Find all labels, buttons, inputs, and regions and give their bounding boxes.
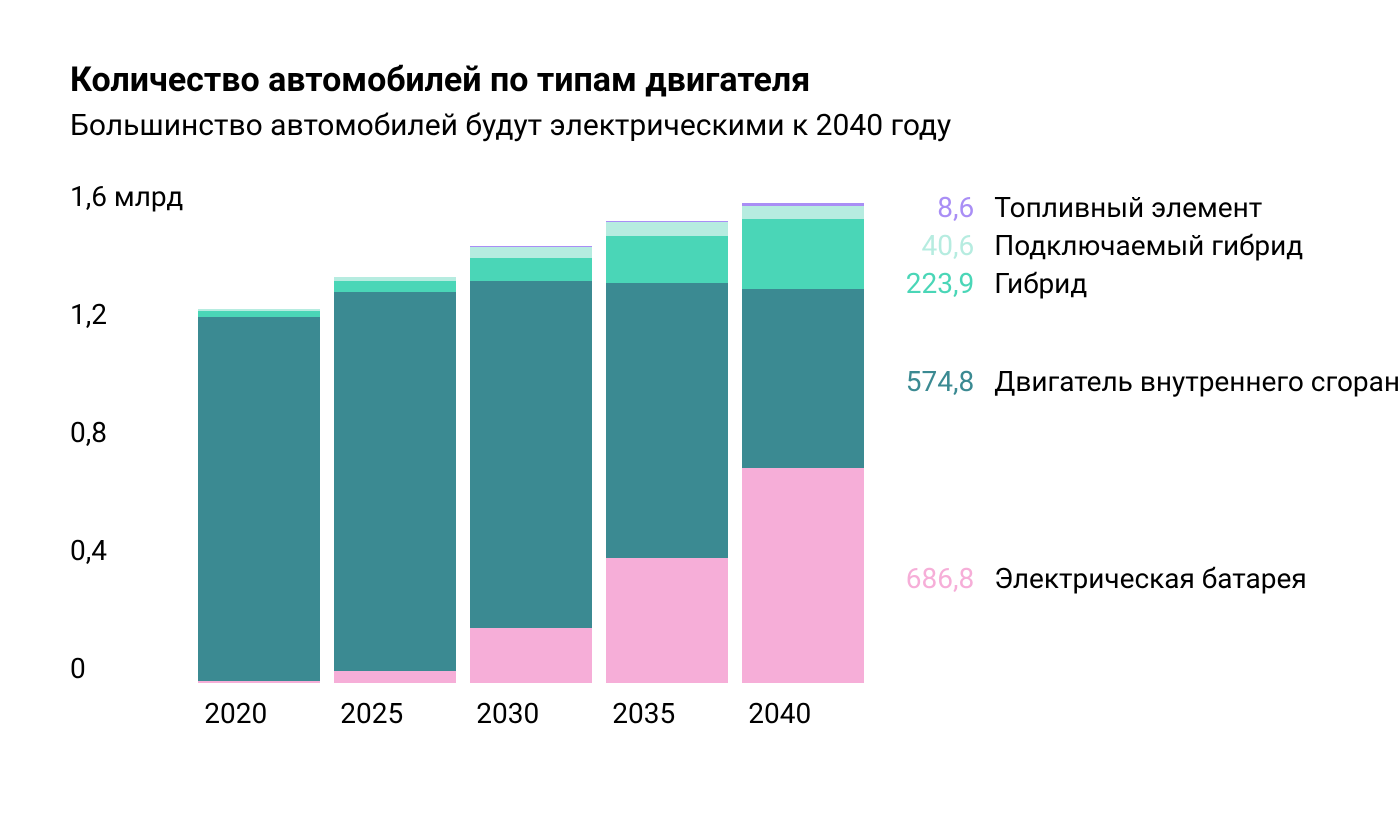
- legend-value: 686,8: [884, 562, 974, 595]
- y-tick: 0,4: [70, 537, 107, 565]
- x-tick: 2030: [470, 697, 592, 730]
- bar-segment-ice: [742, 289, 864, 469]
- legend-label: Подключаемый гибрид: [994, 229, 1303, 262]
- legend-value: 8,6: [884, 191, 974, 224]
- legend-value: 40,6: [884, 229, 974, 262]
- y-tick: 1,6 млрд: [70, 183, 183, 211]
- bar: [198, 183, 320, 683]
- bar-segment-ice: [334, 292, 456, 670]
- legend-item-fuelcell: 8,6 Топливный элемент: [884, 191, 1262, 224]
- bar-segment-hybrid: [470, 258, 592, 281]
- bar-segment-plugin: [470, 247, 592, 258]
- x-tick: 2040: [742, 697, 864, 730]
- bar-segment-battery: [742, 468, 864, 683]
- x-tick: 2020: [198, 697, 320, 730]
- legend-label: Двигатель внутреннего сгорания: [994, 365, 1400, 398]
- bar: [470, 183, 592, 683]
- legend-item-hybrid: 223,9 Гибрид: [884, 267, 1087, 300]
- legend-label: Электрическая батарея: [994, 562, 1306, 595]
- plot-area: [198, 183, 864, 683]
- x-tick: 2025: [334, 697, 456, 730]
- legend: 8,6 Топливный элемент 40,6 Подключаемый гиб…: [884, 183, 1370, 683]
- chart-card: Количество автомобилей по типам двигател…: [20, 20, 1400, 798]
- bar: [742, 183, 864, 683]
- y-tick: 0,8: [70, 419, 107, 447]
- chart-title: Количество автомобилей по типам двигател…: [70, 60, 1370, 100]
- legend-item-plugin: 40,6 Подключаемый гибрид: [884, 229, 1303, 262]
- bar: [334, 183, 456, 683]
- bar-segment-hybrid: [606, 236, 728, 283]
- legend-value: 574,8: [884, 365, 974, 398]
- bar: [606, 183, 728, 683]
- bar-segment-ice: [606, 283, 728, 558]
- bar-segment-ice: [198, 317, 320, 681]
- x-tick: 2035: [606, 697, 728, 730]
- y-tick: 1,2: [70, 301, 107, 329]
- legend-item-battery: 686,8 Электрическая батарея: [884, 562, 1306, 595]
- legend-value: 223,9: [884, 267, 974, 300]
- chart-subtitle: Большинство автомобилей будут электричес…: [70, 108, 1370, 143]
- legend-label: Топливный элемент: [994, 191, 1262, 224]
- bar-segment-battery: [606, 558, 728, 683]
- bar-segment-hybrid: [742, 219, 864, 289]
- bar-segment-battery: [198, 681, 320, 683]
- bar-segment-battery: [470, 628, 592, 683]
- bar-segment-battery: [334, 671, 456, 684]
- bar-segment-plugin: [742, 206, 864, 219]
- legend-label: Гибрид: [994, 267, 1087, 300]
- x-axis: 2020 2025 2030 2035 2040: [198, 697, 864, 730]
- bar-segment-ice: [470, 281, 592, 628]
- legend-item-ice: 574,8 Двигатель внутреннего сгорания: [884, 365, 1400, 398]
- bar-segment-plugin: [606, 222, 728, 236]
- y-tick: 0: [70, 655, 86, 683]
- chart-body: 1,6 млрд 1,2 0,8 0,4 0 20202025203020352…: [70, 173, 1370, 753]
- y-axis: 1,6 млрд 1,2 0,8 0,4 0: [70, 183, 198, 683]
- plot-column: 2020 2025 2030 2035 2040: [198, 173, 864, 753]
- bar-segment-hybrid: [334, 281, 456, 292]
